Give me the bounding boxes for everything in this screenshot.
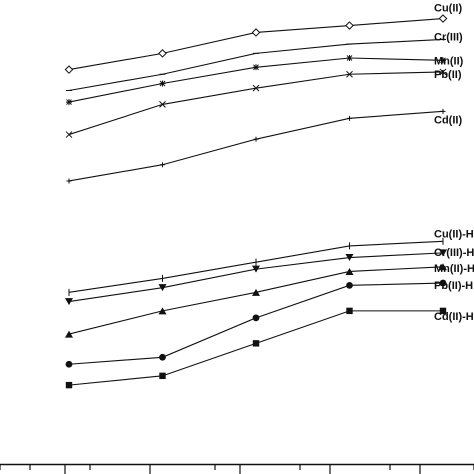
data-point-cd-ii-4 bbox=[347, 115, 352, 121]
data-point-mn-ii-4 bbox=[346, 55, 353, 61]
data-point-cd-ii-3 bbox=[253, 136, 259, 142]
series-label-pb-ii-h: Pb(II)-H bbox=[434, 280, 473, 292]
x-axis bbox=[0, 463, 474, 474]
data-point-cd-ii-h-1 bbox=[65, 381, 73, 389]
series-label-cd-ii: Cd(II) bbox=[434, 114, 462, 126]
series-line-mn-ii-h bbox=[68, 266, 444, 335]
series-line-cd-ii-h bbox=[68, 310, 443, 386]
data-point-pb-ii-4 bbox=[346, 70, 353, 78]
data-point-mn-ii-h-5 bbox=[439, 263, 447, 271]
series-label-cd-ii-h: Cd(II)-H bbox=[434, 311, 474, 323]
series-label-cr-iii: Cr(III) bbox=[434, 31, 463, 43]
data-point-cr-iii-h-4 bbox=[345, 254, 354, 262]
series-label-mn-ii: Mn(II) bbox=[434, 55, 464, 67]
data-point-mn-ii-h-2 bbox=[158, 307, 167, 315]
data-point-cd-ii-h-5 bbox=[439, 307, 447, 315]
data-point-mn-ii-h-1 bbox=[65, 330, 73, 338]
data-point-cu-ii-5 bbox=[438, 14, 448, 23]
data-point-pb-ii-h-4 bbox=[346, 281, 353, 289]
data-point-cr-iii-h-1 bbox=[65, 298, 73, 306]
data-point-cd-ii-2 bbox=[160, 162, 165, 168]
series-markers bbox=[64, 14, 448, 389]
data-point-cu-ii-3 bbox=[251, 28, 261, 37]
data-point-mn-ii-1 bbox=[66, 99, 72, 106]
data-point-cd-ii-h-2 bbox=[159, 372, 166, 380]
data-point-cu-ii-4 bbox=[345, 21, 354, 30]
series-label-cu-ii: Cu(II) bbox=[434, 3, 462, 15]
data-point-cr-iii-h-3 bbox=[252, 265, 260, 273]
series-line-cu-ii bbox=[68, 18, 444, 71]
series-label-mn-ii-h: Mn(II)-H bbox=[434, 263, 474, 275]
series-line-pb-ii bbox=[68, 71, 444, 136]
data-point-mn-ii-2 bbox=[159, 80, 166, 87]
data-point-pb-ii-h-2 bbox=[159, 353, 166, 361]
series-line-cd-ii bbox=[68, 110, 444, 182]
data-point-pb-ii-5 bbox=[439, 68, 447, 76]
data-point-pb-ii-h-5 bbox=[439, 279, 447, 287]
data-point-cd-ii-h-4 bbox=[346, 307, 353, 315]
data-point-pb-ii-3 bbox=[252, 84, 260, 92]
data-point-pb-ii-h-1 bbox=[65, 360, 73, 368]
data-point-cd-ii-1 bbox=[66, 178, 72, 184]
data-point-cu-ii-2 bbox=[158, 49, 167, 58]
data-point-mn-ii-5 bbox=[440, 57, 446, 64]
data-point-pb-ii-2 bbox=[159, 101, 166, 108]
series-label-pb-ii: Pb(II) bbox=[434, 69, 462, 81]
data-point-pb-ii-1 bbox=[65, 131, 73, 138]
data-point-cu-ii-1 bbox=[64, 65, 74, 74]
data-point-cd-ii-h-3 bbox=[252, 340, 260, 347]
data-point-mn-ii-h-4 bbox=[345, 267, 354, 275]
data-point-cr-iii-h-5 bbox=[439, 249, 447, 257]
series-lines bbox=[68, 18, 444, 386]
series-label-cu-ii-h: Cu(II)-H bbox=[434, 228, 474, 240]
data-point-mn-ii-h-3 bbox=[252, 288, 260, 296]
data-point-pb-ii-h-3 bbox=[252, 314, 260, 322]
data-point-mn-ii-3 bbox=[253, 64, 259, 71]
series-label-cr-iii-h: Cr(III)-H bbox=[434, 247, 474, 259]
data-point-cd-ii-5 bbox=[440, 108, 446, 114]
series-labels: Cu(II) Cr(III) Mn(II) Pb(II) Cd(II) Cu(II)-H C… bbox=[434, 3, 474, 323]
data-point-cr-iii-h-2 bbox=[158, 284, 167, 292]
